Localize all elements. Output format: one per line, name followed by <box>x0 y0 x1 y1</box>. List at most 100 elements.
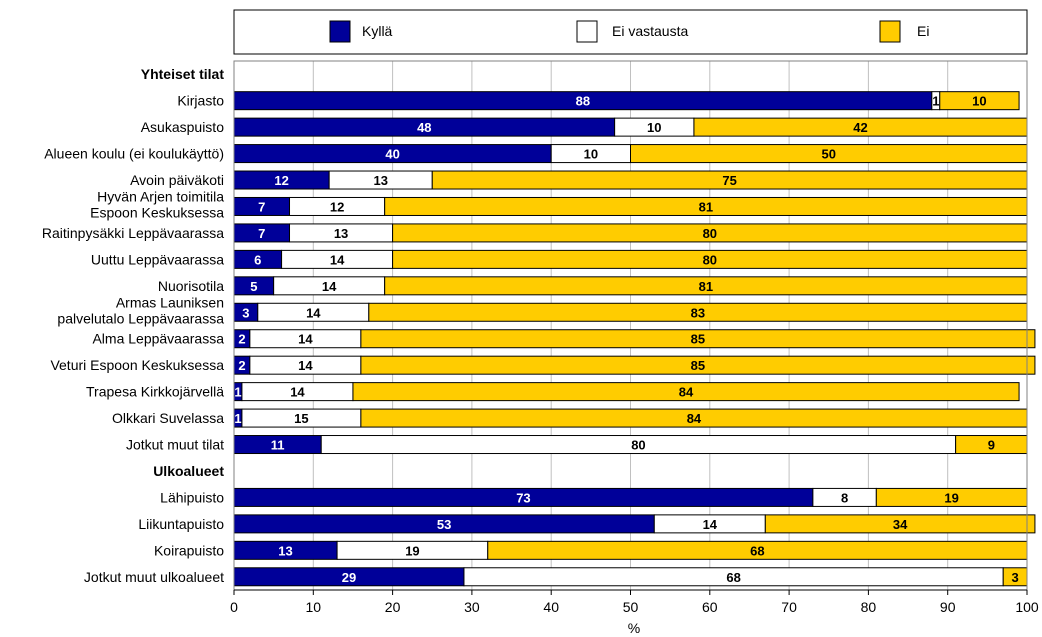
data-label: 10 <box>972 94 986 109</box>
x-tick-label: 0 <box>230 599 238 615</box>
data-label: 42 <box>853 120 867 135</box>
x-tick-label: 70 <box>781 599 797 615</box>
data-label: 83 <box>691 305 705 320</box>
data-label: 3 <box>1011 570 1018 585</box>
legend-item-kylla: Kyllä <box>329 20 393 43</box>
legend-swatch-kylla <box>329 20 351 43</box>
category-label: Hyvän Arjen toimitila Espoon Keskuksessa <box>90 188 224 220</box>
category-label: Uuttu Leppävaarassa <box>91 251 224 267</box>
data-label: 81 <box>699 199 713 214</box>
data-label: 84 <box>679 385 694 400</box>
category-label: Veturi Espoon Keskuksessa <box>50 357 224 373</box>
x-tick-label: 80 <box>861 599 877 615</box>
data-label: 68 <box>726 570 740 585</box>
data-label: 53 <box>437 517 451 532</box>
category-label: Liikuntapuisto <box>138 516 224 532</box>
data-label: 3 <box>242 305 249 320</box>
data-label: 73 <box>516 490 530 505</box>
data-label: 34 <box>893 517 908 532</box>
data-label: 13 <box>278 543 292 558</box>
x-axis-title: % <box>628 620 640 636</box>
x-tick-label: 30 <box>464 599 480 615</box>
group-label: Yhteiset tilat <box>141 66 225 82</box>
data-label: 6 <box>254 252 261 267</box>
bar-segment <box>360 329 1036 349</box>
category-label: Avoin päiväkoti <box>130 172 224 188</box>
data-label: 48 <box>417 120 431 135</box>
x-tick-label: 60 <box>702 599 718 615</box>
data-label: 50 <box>822 147 836 162</box>
data-label: 81 <box>699 279 713 294</box>
data-label: 10 <box>647 120 661 135</box>
data-label: 7 <box>258 226 265 241</box>
x-tick-label: 20 <box>385 599 401 615</box>
data-label: 9 <box>988 438 995 453</box>
data-label: 80 <box>703 252 717 267</box>
data-label: 14 <box>703 517 718 532</box>
data-label: 14 <box>298 332 313 347</box>
data-label: 7 <box>258 199 265 214</box>
group-label: Ulkoalueet <box>153 463 224 479</box>
data-label: 80 <box>631 438 645 453</box>
category-label: Kirjasto <box>177 93 224 109</box>
category-label: Alma Leppävaarassa <box>92 331 224 347</box>
data-label: 40 <box>385 147 399 162</box>
x-tick-label: 50 <box>623 599 639 615</box>
data-label: 88 <box>576 94 590 109</box>
data-label: 14 <box>322 279 337 294</box>
bar-segment <box>352 382 1020 402</box>
data-label: 19 <box>405 543 419 558</box>
x-tick-label: 90 <box>940 599 956 615</box>
category-label: Jotkut muut ulkoalueet <box>84 569 224 585</box>
category-label: Jotkut muut tilat <box>126 437 224 453</box>
data-label: 14 <box>330 252 345 267</box>
data-label: 75 <box>722 173 736 188</box>
category-label: Alueen koulu (ei koulukäyttö) <box>44 146 224 162</box>
category-label: Nuorisotila <box>158 278 224 294</box>
data-label: 13 <box>334 226 348 241</box>
data-label: 80 <box>703 226 717 241</box>
legend-item-ei: Ei <box>879 20 929 43</box>
category-label: Asukaspuisto <box>141 119 224 135</box>
bar-segment <box>939 91 1020 111</box>
category-label: Koirapuisto <box>154 542 224 558</box>
legend: Kyllä Ei vastausta Ei <box>233 9 1028 55</box>
data-label: 85 <box>691 332 705 347</box>
data-label: 15 <box>294 411 308 426</box>
data-label: 11 <box>271 438 285 453</box>
data-label: 5 <box>250 279 257 294</box>
data-label: 14 <box>306 305 321 320</box>
legend-label-kylla: Kyllä <box>362 23 393 39</box>
data-label: 1 <box>234 385 241 400</box>
x-tick-label: 10 <box>306 599 322 615</box>
category-labels: Yhteiset tilat Kirjasto Asukaspuisto Alueen… <box>42 66 224 585</box>
data-label: 12 <box>274 173 288 188</box>
category-label: Trapesa Kirkkojärvellä <box>86 384 224 400</box>
data-label: 10 <box>584 147 598 162</box>
x-axis: 0 10 20 30 40 50 60 70 80 90 100 <box>230 589 1039 615</box>
bar-segment <box>360 355 1036 375</box>
category-label: Armas Launiksen palvelutalo Leppävaarassa <box>57 294 224 326</box>
data-label: 1 <box>234 411 241 426</box>
legend-label-ei-vastausta: Ei vastausta <box>612 23 688 39</box>
bar-segment <box>764 514 1036 534</box>
data-label: 14 <box>290 385 305 400</box>
legend-swatch-ei <box>879 20 901 43</box>
x-tick-label: 40 <box>543 599 559 615</box>
data-label: 2 <box>238 332 245 347</box>
category-label: Olkkari Suvelassa <box>112 410 224 426</box>
data-label: 19 <box>944 490 958 505</box>
data-label: 1 <box>932 94 939 109</box>
data-label: 12 <box>330 199 344 214</box>
category-label: Raitinpysäkki Leppävaarassa <box>42 225 224 241</box>
data-label: 68 <box>750 543 764 558</box>
data-label: 84 <box>687 411 702 426</box>
data-label: 29 <box>342 570 356 585</box>
data-label: 8 <box>841 490 848 505</box>
data-label: 85 <box>691 358 705 373</box>
category-label: Lähipuisto <box>160 489 224 505</box>
legend-label-ei: Ei <box>917 23 929 39</box>
data-label: 13 <box>373 173 387 188</box>
